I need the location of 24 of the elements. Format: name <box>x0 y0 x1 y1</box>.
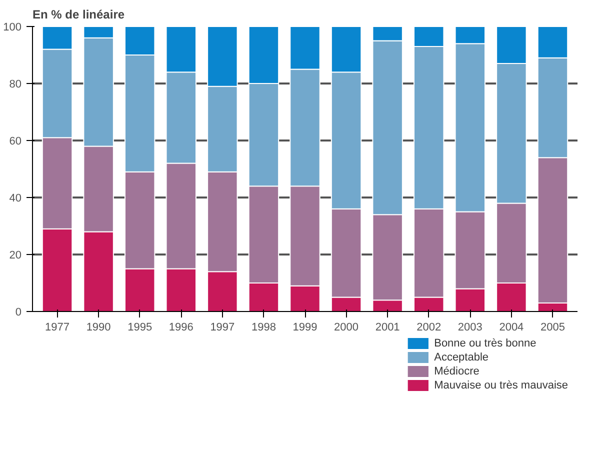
x-tick-label: 1995 <box>128 322 152 334</box>
y-tick-label: 40 <box>9 192 22 204</box>
legend-label: Médiocre <box>434 366 480 378</box>
x-tick-label: 2000 <box>334 322 359 334</box>
x-tick-label: 1997 <box>210 322 235 334</box>
x-tick-label: 2004 <box>499 322 524 334</box>
y-tick-label: 100 <box>3 22 22 34</box>
x-tick-label: 1990 <box>86 322 111 334</box>
y-axis-title: En % de linéaire <box>32 8 125 22</box>
legend-label: Acceptable <box>434 352 489 364</box>
y-tick-label: 20 <box>9 250 22 262</box>
x-tick-label: 1999 <box>292 322 318 334</box>
y-tick-label: 80 <box>9 78 22 90</box>
y-tick-label: 60 <box>9 136 22 148</box>
x-tick-label: 1998 <box>251 322 276 334</box>
y-tick-label: 0 <box>15 306 22 318</box>
x-tick-label: 1977 <box>45 322 70 334</box>
x-tick-label: 2003 <box>458 322 482 334</box>
x-tick-label: 2002 <box>416 322 442 334</box>
x-tick-label: 2001 <box>375 322 400 334</box>
x-tick-label: 1996 <box>168 322 194 334</box>
legend-label: Mauvaise ou très mauvaise <box>434 380 568 392</box>
legend-label: Bonne ou très bonne <box>434 338 536 350</box>
x-tick-label: 2005 <box>540 322 565 334</box>
